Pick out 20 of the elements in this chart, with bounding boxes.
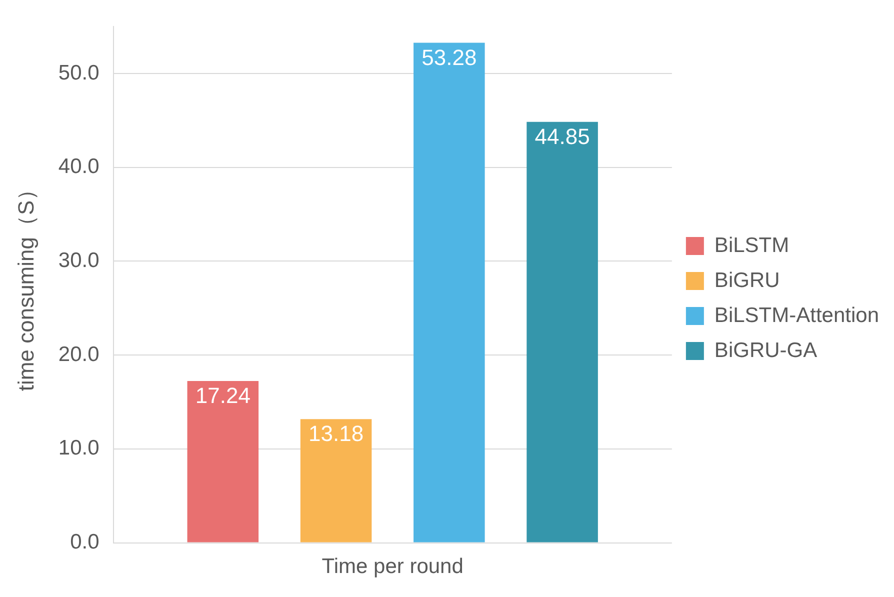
y-tick-label: 40.0	[58, 155, 100, 178]
x-tick-label: Time per round	[322, 555, 464, 578]
legend-label: BiLSTM-Attention	[714, 304, 880, 327]
bar	[526, 122, 598, 542]
y-tick-label: 50.0	[58, 61, 100, 84]
data-label: 44.85	[534, 124, 590, 149]
data-label: 13.18	[308, 421, 364, 446]
legend-label: BiGRU	[714, 268, 780, 292]
bar	[414, 42, 485, 542]
y-tick-label: 10.0	[58, 436, 100, 460]
legend-label: BiGRU-GA	[714, 338, 818, 362]
bar	[187, 380, 259, 542]
y-axis-title: time consuming（S）	[13, 178, 38, 392]
bar	[300, 419, 372, 542]
y-tick-label: 0.0	[70, 530, 100, 554]
y-tick-label: 30.0	[58, 249, 100, 272]
data-label: 53.28	[422, 44, 477, 70]
legend-label: BiLSTM	[714, 234, 790, 257]
y-tick-label: 20.0	[58, 342, 100, 366]
data-label: 17.24	[195, 383, 250, 408]
